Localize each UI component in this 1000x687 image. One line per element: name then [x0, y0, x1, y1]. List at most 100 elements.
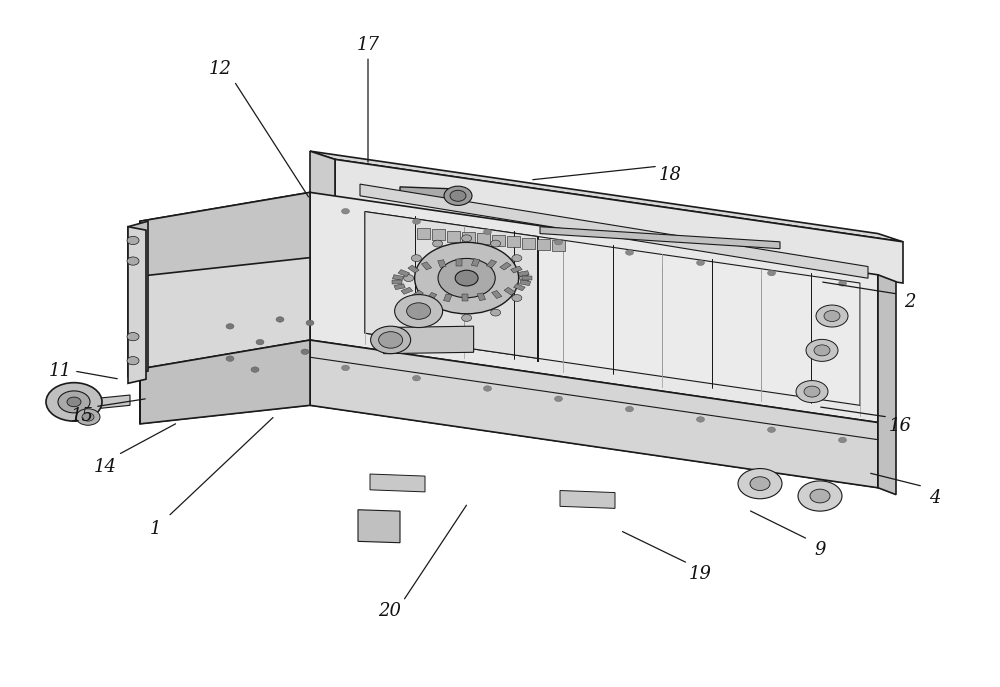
Polygon shape: [360, 184, 868, 278]
Circle shape: [415, 243, 519, 314]
Bar: [444, 294, 452, 302]
Bar: [477, 234, 490, 245]
Circle shape: [251, 367, 259, 372]
Text: 9: 9: [814, 541, 826, 559]
Circle shape: [520, 275, 530, 282]
Polygon shape: [310, 340, 878, 488]
Polygon shape: [128, 221, 148, 376]
Bar: [522, 276, 532, 280]
Circle shape: [256, 339, 264, 345]
Circle shape: [226, 356, 234, 361]
Bar: [408, 265, 419, 273]
Circle shape: [824, 311, 840, 322]
Circle shape: [342, 209, 350, 214]
Polygon shape: [370, 474, 425, 492]
Circle shape: [554, 240, 562, 245]
Polygon shape: [82, 395, 130, 410]
Bar: [432, 229, 445, 240]
Circle shape: [127, 333, 139, 341]
Polygon shape: [365, 212, 860, 405]
Circle shape: [462, 235, 472, 242]
Circle shape: [768, 427, 776, 433]
Polygon shape: [560, 491, 615, 508]
Text: 12: 12: [208, 60, 232, 78]
Text: 14: 14: [94, 458, 116, 476]
Circle shape: [491, 309, 501, 316]
Text: 1: 1: [149, 520, 161, 538]
Circle shape: [379, 332, 403, 348]
Text: 19: 19: [688, 565, 712, 583]
Text: 17: 17: [356, 36, 380, 54]
Circle shape: [411, 295, 421, 302]
Bar: [412, 290, 423, 298]
Bar: [552, 240, 565, 251]
Circle shape: [411, 255, 421, 262]
Polygon shape: [310, 151, 335, 201]
Text: 18: 18: [658, 166, 682, 184]
Circle shape: [306, 320, 314, 326]
Bar: [486, 260, 497, 268]
Circle shape: [342, 365, 350, 371]
Circle shape: [798, 481, 842, 511]
Circle shape: [512, 255, 522, 262]
Bar: [477, 293, 486, 301]
Bar: [500, 262, 511, 270]
Circle shape: [82, 413, 94, 421]
Bar: [447, 231, 460, 242]
Circle shape: [67, 397, 81, 407]
Polygon shape: [140, 340, 310, 424]
Polygon shape: [310, 192, 878, 423]
Circle shape: [404, 275, 414, 282]
Circle shape: [838, 281, 846, 286]
Circle shape: [484, 386, 492, 392]
Polygon shape: [365, 212, 538, 359]
Text: 2: 2: [904, 293, 916, 311]
Circle shape: [626, 407, 634, 412]
Bar: [462, 295, 468, 302]
Circle shape: [127, 236, 139, 245]
Circle shape: [750, 477, 770, 491]
Circle shape: [413, 376, 420, 381]
Bar: [394, 284, 405, 290]
Circle shape: [433, 240, 443, 247]
Bar: [518, 271, 529, 276]
Circle shape: [127, 257, 139, 265]
Bar: [514, 284, 525, 291]
Bar: [401, 287, 413, 294]
Bar: [427, 293, 437, 300]
Circle shape: [626, 250, 634, 256]
Polygon shape: [310, 258, 878, 488]
Circle shape: [127, 357, 139, 365]
Bar: [507, 236, 520, 247]
Circle shape: [450, 190, 466, 201]
Circle shape: [484, 229, 492, 235]
Polygon shape: [310, 151, 903, 242]
Circle shape: [407, 303, 431, 319]
Circle shape: [444, 186, 472, 205]
Circle shape: [371, 326, 411, 354]
Bar: [504, 287, 515, 295]
Text: 11: 11: [48, 362, 72, 380]
Circle shape: [738, 469, 782, 499]
Bar: [492, 235, 505, 246]
Polygon shape: [140, 258, 310, 424]
Circle shape: [512, 295, 522, 302]
Circle shape: [768, 271, 776, 276]
Bar: [398, 269, 410, 277]
Text: 20: 20: [378, 602, 402, 620]
Circle shape: [816, 305, 848, 327]
Circle shape: [276, 317, 284, 322]
Polygon shape: [140, 192, 310, 276]
Bar: [520, 280, 531, 286]
Bar: [462, 232, 475, 243]
Circle shape: [697, 416, 705, 422]
Polygon shape: [540, 227, 780, 249]
Circle shape: [76, 409, 100, 425]
Circle shape: [58, 391, 90, 413]
Circle shape: [226, 324, 234, 329]
Bar: [421, 262, 432, 270]
Circle shape: [438, 258, 495, 297]
Circle shape: [413, 219, 420, 224]
Circle shape: [433, 309, 443, 316]
Polygon shape: [335, 159, 903, 283]
